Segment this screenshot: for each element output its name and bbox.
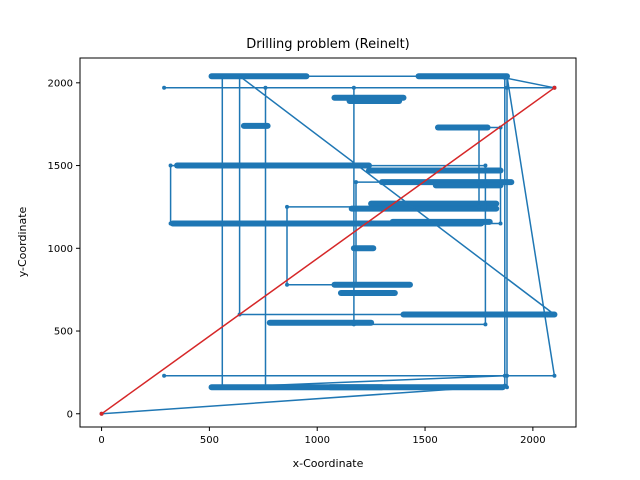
x-axis-ticks: 0 500 1000 1500 2000 — [98, 427, 546, 446]
y-tick-label-1000: 1000 — [48, 244, 73, 255]
series-0-point-19 — [483, 322, 488, 327]
series-0-point-25 — [476, 125, 481, 130]
series-0-point-6 — [263, 385, 268, 390]
x-tick-label-1000: 1000 — [304, 435, 329, 446]
y-axis-ticks: 0 500 1000 1500 2000 — [48, 78, 80, 420]
series-0-point-34 — [237, 74, 242, 79]
series-0-point-13 — [220, 385, 225, 390]
chart-title: Drilling problem (Reinelt) — [246, 37, 410, 52]
x-tick-label-500: 500 — [200, 435, 219, 446]
x-tick-label-1500: 1500 — [412, 435, 437, 446]
series-0-point-35 — [552, 312, 557, 317]
series-0-point-30 — [354, 180, 359, 185]
series-0-point-31 — [502, 180, 507, 185]
y-tick-label-1500: 1500 — [48, 161, 73, 172]
series-0-point-27 — [285, 204, 290, 209]
series-0-point-23 — [498, 221, 503, 226]
series-layer — [99, 73, 558, 416]
series-0-point-16 — [504, 85, 509, 90]
series-0-point-18 — [351, 322, 356, 327]
plot-frame — [79, 57, 577, 428]
series-line-0 — [101, 75, 556, 415]
y-tick-label-2000: 2000 — [48, 78, 73, 89]
x-axis-label: x-Coordinate — [293, 457, 364, 470]
series-0-point-20 — [483, 163, 488, 168]
series-0-point-28 — [285, 282, 290, 287]
series-0-point-7 — [504, 385, 509, 390]
series-0-point-15 — [504, 74, 509, 79]
y-axis-label: y-Coordinate — [16, 206, 29, 277]
series-line-1 — [101, 87, 555, 415]
series-0-point-12 — [502, 373, 507, 378]
x-tick-label-0: 0 — [98, 435, 104, 446]
series-1-point-0 — [99, 411, 104, 416]
series-0-point-17 — [351, 85, 356, 90]
series-0-point-14 — [220, 74, 225, 79]
y-tick-label-0: 0 — [67, 409, 73, 420]
y-tick-label-500: 500 — [54, 327, 73, 338]
series-0-point-4 — [162, 85, 167, 90]
series-0-point-5 — [263, 85, 268, 90]
series-0-point-9 — [552, 373, 557, 378]
series-0-point-26 — [476, 204, 481, 209]
x-tick-label-2000: 2000 — [520, 435, 545, 446]
series-0-point-10 — [162, 373, 167, 378]
series-0-point-22 — [168, 221, 173, 226]
series-0-point-32 — [502, 312, 507, 317]
series-0-point-29 — [354, 282, 359, 287]
series-0-point-21 — [168, 163, 173, 168]
plot-area: 0 500 1000 1500 2000 0 500 1000 1500 2000 — [48, 57, 577, 446]
series-1-point-1 — [552, 85, 557, 90]
